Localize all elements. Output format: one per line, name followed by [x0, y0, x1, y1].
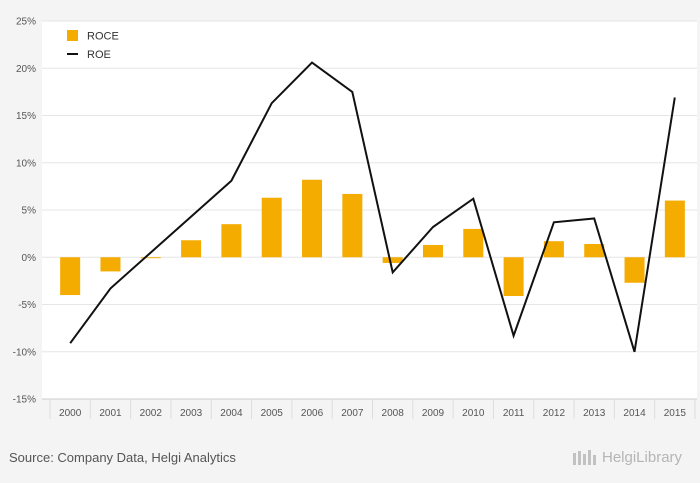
y-tick-label: 25% — [16, 17, 36, 28]
x-tick-label: 2013 — [583, 408, 606, 419]
bar-roce — [100, 257, 121, 272]
bar-roce — [422, 244, 443, 258]
brand-logo: HelgiLibrary — [572, 448, 682, 466]
x-tick-label: 2011 — [503, 408, 525, 419]
y-tick-label: -15% — [13, 395, 36, 406]
library-icon — [573, 450, 596, 465]
bar-roce — [140, 257, 161, 259]
y-tick-label: -5% — [18, 300, 36, 311]
bar-roce — [382, 257, 403, 263]
bar-roce — [543, 241, 564, 258]
legend: ROCE ROE — [67, 30, 119, 61]
x-tick-label: 2012 — [543, 408, 566, 419]
legend-swatch-roce — [67, 30, 78, 41]
bar-roce — [503, 257, 524, 296]
y-tick-label: 20% — [16, 64, 36, 75]
bar-roce — [342, 193, 363, 258]
x-tick-label: 2009 — [422, 408, 445, 419]
x-tick-label: 2002 — [140, 408, 163, 419]
x-tick-label: 2006 — [301, 408, 324, 419]
roce-bars — [60, 179, 685, 296]
bar-roce — [302, 179, 323, 258]
x-tick-label: 2001 — [99, 408, 122, 419]
y-axis: 25% 20% 15% 10% 5% 0% -5% -10% -15% — [13, 17, 36, 406]
roe-line — [69, 61, 676, 353]
legend-label-roe: ROE — [87, 49, 111, 61]
x-tick-label: 2010 — [462, 408, 485, 419]
x-tick-label: 2008 — [382, 408, 405, 419]
x-tick-label: 2005 — [261, 408, 284, 419]
x-tick-label: 2007 — [341, 408, 364, 419]
source-note: Source: Company Data, Helgi Analytics — [9, 450, 236, 465]
bar-roce — [463, 228, 484, 258]
y-tick-label: 15% — [16, 111, 36, 122]
x-axis: 2000 2001 2002 2003 2004 2005 2006 2007 2008 2009… — [42, 398, 697, 419]
y-tick-label: 5% — [22, 206, 37, 217]
bar-roce — [664, 200, 685, 258]
y-tick-label: 10% — [16, 158, 36, 169]
bar-roce — [60, 257, 81, 296]
brand-name: HelgiLibrary — [602, 448, 683, 466]
x-tick-label: 2015 — [664, 408, 687, 419]
x-tick-label: 2004 — [220, 408, 243, 419]
x-tick-label: 2000 — [59, 408, 82, 419]
bar-roce — [181, 240, 202, 258]
bar-roce — [261, 197, 282, 258]
y-tick-label: -10% — [13, 347, 36, 358]
legend-label-roce: ROCE — [87, 31, 119, 43]
x-tick-label: 2003 — [180, 408, 203, 419]
x-tick-label: 2014 — [623, 408, 646, 419]
y-tick-label: 0% — [22, 253, 37, 264]
bar-roce — [221, 224, 242, 258]
bar-roce — [584, 244, 605, 258]
bar-roce — [624, 257, 645, 283]
